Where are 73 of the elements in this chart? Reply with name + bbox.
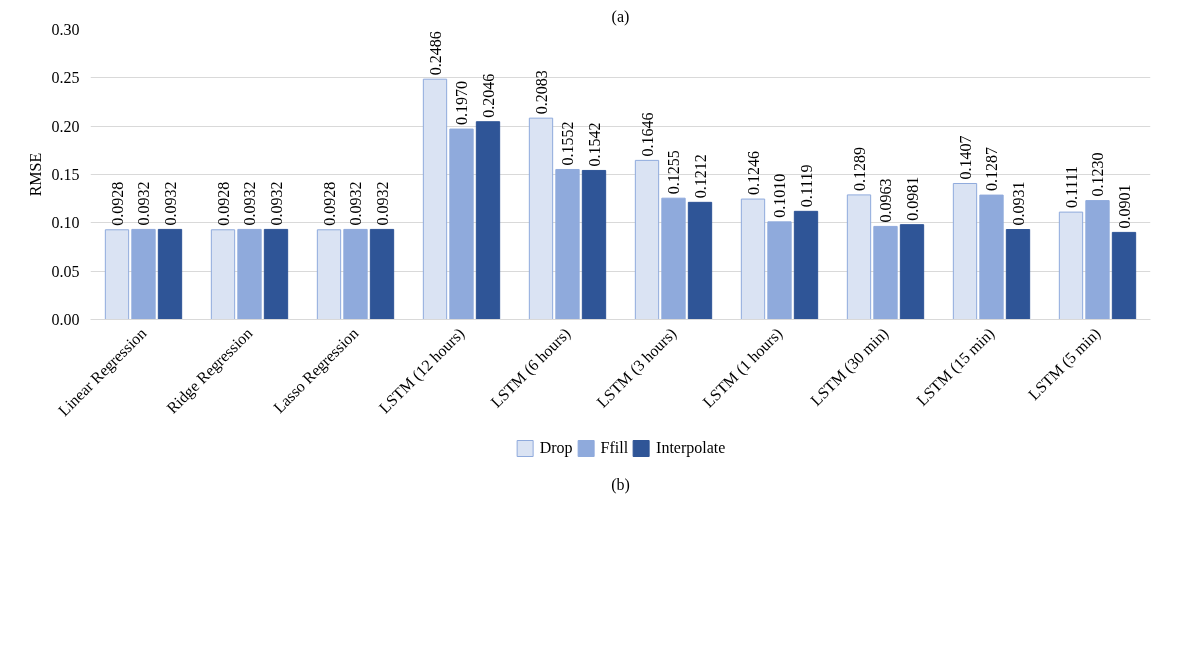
bar [104, 229, 130, 320]
bar [740, 198, 766, 320]
y-tick-label: 0.25 [51, 69, 80, 87]
y-tick-label: 0.15 [51, 166, 80, 183]
y-tick-label: 0.00 [51, 311, 80, 328]
bar [767, 221, 792, 320]
y-tick-label: 0.20 [51, 117, 80, 135]
data-label: 0.0928 [320, 181, 338, 226]
bar [131, 228, 156, 320]
data-label: 0.1255 [665, 150, 682, 195]
legend-label: Ffill [600, 439, 629, 457]
data-label: 0.0932 [161, 181, 179, 226]
bar [528, 117, 554, 320]
bar [210, 229, 236, 320]
data-label: 0.1542 [585, 122, 603, 167]
data-label: 0.0928 [214, 181, 232, 226]
data-label: 0.2486 [426, 31, 444, 76]
data-label: 0.1212 [691, 154, 709, 199]
bar [687, 201, 713, 320]
y-tick-label: 0.30 [51, 21, 80, 38]
bar [316, 229, 342, 320]
data-label: 0.0981 [903, 176, 921, 221]
y-tick-label: 0.05 [51, 262, 80, 280]
bar [873, 225, 898, 320]
data-label: 0.1230 [1089, 152, 1106, 197]
bar [899, 224, 925, 320]
data-label: 0.1970 [453, 81, 470, 126]
data-label: 0.0932 [135, 181, 152, 226]
bar [846, 194, 872, 320]
data-label: 0.1119 [797, 164, 815, 208]
chart-title: (a) [611, 7, 630, 26]
bar [343, 228, 368, 320]
bar [475, 121, 501, 320]
bar [369, 228, 395, 320]
y-tick-label: 0.10 [51, 214, 80, 232]
data-label: 0.1246 [744, 151, 762, 196]
bar [1005, 229, 1031, 320]
bar [157, 228, 183, 320]
bar [1058, 211, 1084, 320]
bar [952, 182, 978, 320]
bar [422, 78, 448, 320]
data-label: 0.1010 [771, 173, 788, 218]
bar [555, 168, 580, 320]
data-label: 0.2046 [479, 73, 497, 118]
legend-label: Drop [539, 439, 573, 457]
bar [581, 169, 607, 320]
data-label: 0.1289 [850, 146, 868, 191]
data-label: 0.1646 [638, 112, 656, 157]
text: (b) [611, 475, 630, 494]
data-label: 0.0932 [373, 181, 391, 226]
legend-label: Interpolate [656, 439, 726, 457]
data-label: 0.0901 [1115, 184, 1133, 229]
data-label: 0.1407 [956, 135, 974, 180]
bar [449, 128, 474, 320]
bar [634, 159, 660, 320]
data-label: 0.1111 [1062, 165, 1080, 209]
data-label: 0.1287 [983, 147, 1000, 192]
data-label: 0.0932 [241, 181, 258, 226]
data-label: 0.0963 [877, 178, 894, 223]
data-label: 0.1552 [559, 121, 576, 166]
data-label: 0.0931 [1009, 181, 1027, 226]
bar [237, 228, 262, 320]
data-label: 0.0928 [108, 181, 126, 226]
y-axis-title: RMSE [26, 152, 44, 197]
bar [793, 210, 819, 320]
bar [979, 194, 1004, 320]
bar [263, 228, 289, 320]
data-label: 0.2083 [532, 70, 550, 115]
data-label: 0.0932 [347, 181, 364, 226]
bar [1085, 200, 1110, 320]
data-label: 0.0932 [267, 181, 285, 226]
bar [661, 197, 686, 320]
bar [1111, 231, 1137, 320]
